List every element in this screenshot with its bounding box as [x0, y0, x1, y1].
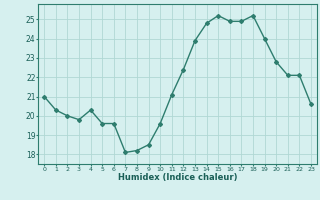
- X-axis label: Humidex (Indice chaleur): Humidex (Indice chaleur): [118, 173, 237, 182]
